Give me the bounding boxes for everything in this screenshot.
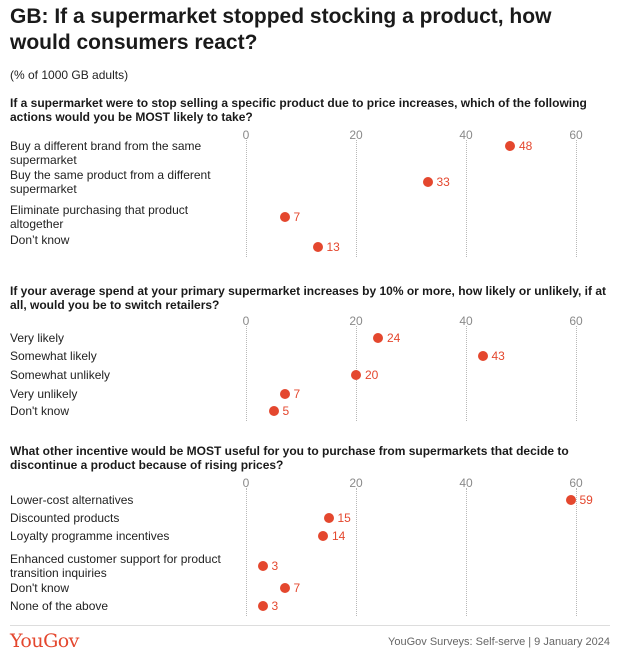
gridline — [246, 326, 247, 421]
data-point — [312, 242, 323, 252]
x-tick-label: 20 — [349, 128, 363, 142]
category-label: Very likely — [10, 331, 65, 345]
data-label: 20 — [365, 368, 379, 382]
data-label: 13 — [326, 240, 340, 254]
data-point — [505, 141, 515, 151]
data-point — [565, 495, 576, 505]
gridline — [576, 140, 577, 257]
gridline — [466, 326, 467, 421]
data-label: 3 — [271, 559, 279, 573]
x-tick-label: 40 — [459, 476, 473, 490]
data-label: 43 — [491, 349, 505, 363]
data-label: 33 — [436, 175, 450, 189]
x-tick-label: 60 — [569, 314, 583, 328]
data-point — [477, 351, 488, 361]
gridline — [466, 488, 467, 616]
data-label: 7 — [293, 210, 301, 224]
data-point — [323, 513, 334, 523]
category-label: Don't know — [10, 404, 69, 418]
category-label: Lower-cost alternatives — [10, 493, 134, 507]
category-label: Eliminate purchasing that product altoge… — [10, 203, 189, 231]
gridline — [356, 488, 357, 616]
x-tick-label: 0 — [242, 476, 250, 490]
category-label: Buy a different brand from the same supe… — [10, 139, 202, 167]
data-label: 7 — [293, 387, 301, 401]
gridline — [576, 326, 577, 421]
data-point — [373, 333, 383, 343]
category-label: None of the above — [10, 599, 109, 613]
x-tick-label: 20 — [349, 476, 363, 490]
source-note: YouGov Surveys: Self-serve | 9 January 2… — [388, 636, 610, 648]
data-point — [318, 531, 328, 541]
data-point — [257, 561, 268, 571]
data-label: 24 — [387, 331, 401, 345]
yougov-logo: YouGov — [10, 630, 79, 652]
data-label: 5 — [282, 404, 290, 418]
data-label: 7 — [293, 581, 301, 595]
category-label: Very unlikely — [10, 387, 78, 401]
x-tick-label: 0 — [242, 314, 250, 328]
chart-subtitle: (% of 1000 GB adults) — [10, 68, 129, 82]
x-tick-label: 40 — [459, 128, 473, 142]
panel-actions: If a supermarket were to stop selling a … — [0, 96, 620, 266]
x-tick-label: 0 — [242, 128, 250, 142]
data-point — [351, 370, 361, 380]
gridline — [466, 140, 467, 257]
data-label: 15 — [337, 511, 351, 525]
category-label: Don’t know — [10, 233, 70, 247]
chart-title: GB: If a supermarket stopped stocking a … — [10, 5, 552, 54]
data-point — [279, 389, 290, 399]
category-label: Somewhat likely — [10, 349, 97, 363]
x-tick-label: 20 — [349, 314, 363, 328]
x-tick-label: 60 — [569, 476, 583, 490]
data-point — [257, 601, 268, 611]
panel-question: What other incentive would be MOST usefu… — [10, 444, 569, 472]
data-point — [422, 177, 433, 187]
category-label: Somewhat unlikely — [10, 368, 111, 382]
data-label: 59 — [579, 493, 593, 507]
x-tick-label: 60 — [569, 128, 583, 142]
footer-divider — [10, 625, 610, 626]
data-point — [279, 212, 290, 222]
category-label: Loyalty programme incentives — [10, 529, 170, 543]
gridline — [356, 140, 357, 257]
category-label: Discounted products — [10, 511, 120, 525]
category-label: Buy the same product from a different su… — [10, 168, 211, 196]
data-label: 3 — [271, 599, 279, 613]
gridline — [246, 488, 247, 616]
panel-incentives: What other incentive would be MOST usefu… — [0, 444, 620, 619]
gridline — [246, 140, 247, 257]
category-label: Don't know — [10, 581, 69, 595]
x-tick-label: 40 — [459, 314, 473, 328]
panel-switch-retailers: If your average spend at your primary su… — [0, 284, 620, 424]
category-label: Enhanced customer support for product tr… — [10, 552, 221, 580]
panel-question: If your average spend at your primary su… — [10, 284, 607, 312]
panel-question: If a supermarket were to stop selling a … — [10, 96, 587, 124]
data-label: 48 — [519, 139, 533, 153]
data-point — [279, 583, 290, 593]
data-label: 14 — [332, 529, 346, 543]
data-point — [268, 406, 279, 416]
gridline — [576, 488, 577, 616]
